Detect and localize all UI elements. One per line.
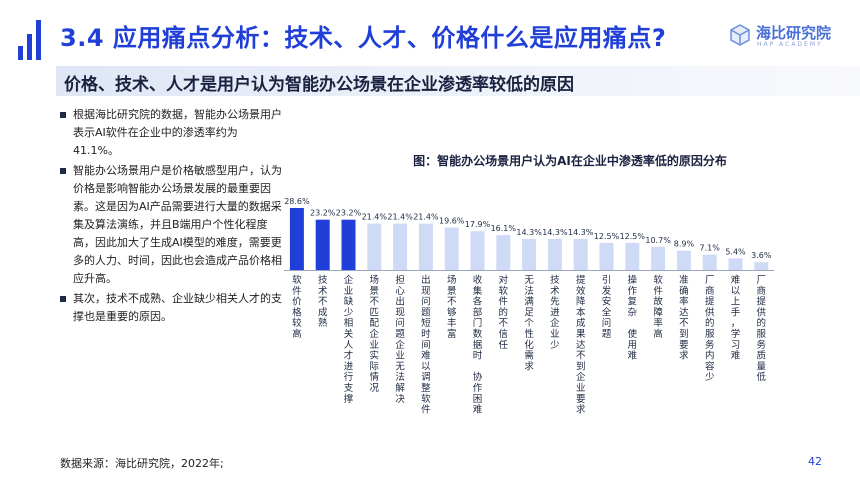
bullet-list: 根据海比研究院的数据，智能办公场景用户表示AI软件在企业中的渗透率约为41.1%… (60, 106, 282, 328)
category-label: 出现问题短时间难以调整软件 (421, 274, 431, 416)
bullet-item: 智能办公场景用户是价格敏感型用户，认为价格是影响智能办公场景发展的最重要因素。这… (60, 162, 282, 288)
bar (315, 219, 330, 270)
bullet-item: 其次，技术不成熟、企业缺少相关人才的支撑也是重要的原因。 (60, 290, 282, 326)
bar (728, 258, 743, 270)
bar (547, 239, 562, 270)
page-number: 42 (808, 455, 822, 468)
subtitle-banner: 价格、技术、人才是用户认为智能办公场景在企业渗透率较低的原因 (56, 66, 860, 96)
bar-chart: 28.6% 软件价格较高 23.2% 技术不成熟 23.2% 企业缺少相关人才进行支撑 21… (284, 197, 775, 416)
bar-value-label: 23.2% (310, 209, 336, 218)
bar-value-label: 16.1% (491, 224, 517, 233)
category-label: 准确率达不到要求 (679, 275, 689, 362)
bullet-square-icon (60, 112, 66, 118)
bar-value-label: 21.4% (362, 213, 388, 222)
bar-value-label: 7.1% (700, 244, 721, 253)
bar-value-label: 12.5% (594, 232, 620, 241)
page-title: 3.4 应用痛点分析：技术、人才、价格什么是应用痛点? (60, 24, 667, 52)
bullet-text: 其次，技术不成熟、企业缺少相关人才的支撑也是重要的原因。 (73, 292, 282, 323)
category-label: 技术先进企业少 (550, 274, 560, 351)
bar-value-label: 19.6% (439, 217, 465, 226)
bar (522, 239, 537, 270)
bar-value-label: 5.4% (725, 247, 746, 256)
category-label: 场景不匹配企业实际情况 (370, 275, 380, 394)
bullet-square-icon (60, 168, 66, 174)
page-subtitle: 价格、技术、人才是用户认为智能办公场景在企业渗透率较低的原因 (64, 75, 574, 95)
bar (754, 262, 769, 270)
category-label: 技术不成熟 (318, 274, 328, 329)
bar-value-label: 23.2% (336, 209, 362, 218)
bar-value-label: 17.9% (465, 220, 491, 229)
bar-value-label: 14.3% (516, 228, 542, 237)
bar (496, 235, 511, 270)
category-label: 操作复杂 使用难 (628, 274, 638, 362)
bar (573, 239, 588, 270)
bar (393, 223, 408, 270)
category-label: 对软件的不信任 (499, 274, 509, 351)
bar-value-label: 3.6% (751, 251, 772, 260)
bar (341, 219, 356, 270)
bar (418, 223, 433, 270)
category-label: 场景不够丰富 (447, 275, 457, 340)
bar (651, 246, 666, 270)
bar-value-label: 12.5% (620, 232, 646, 241)
bar (444, 227, 459, 270)
hexagon-cube-icon (730, 24, 750, 46)
data-source-note: 数据来源：海比研究院，2022年; (60, 457, 224, 470)
category-label: 企业缺少相关人才进行支撑 (344, 274, 354, 405)
logo-name: 海比研究院 (756, 24, 832, 42)
chart-title: 图：智能办公场景用户认为AI在企业中渗透率低的原因分布 (413, 154, 727, 168)
category-label: 厂商提供的服务质量低 (757, 275, 767, 383)
category-label: 软件故障率高 (653, 274, 663, 340)
category-label: 难以上手，学习难 (731, 275, 741, 362)
category-label: 无法满足个性化需求 (524, 275, 534, 372)
bar-value-label: 21.4% (413, 213, 439, 222)
bar-value-label: 28.6% (284, 197, 310, 206)
category-label: 担心出现问题企业无法解决 (395, 274, 405, 405)
bullet-square-icon (60, 296, 66, 302)
bar-value-label: 14.3% (568, 228, 594, 237)
category-label: 厂商提供的服务内容少 (705, 275, 715, 383)
bar (470, 231, 485, 270)
bar-value-label: 8.9% (674, 240, 695, 249)
bullet-item: 根据海比研究院的数据，智能办公场景用户表示AI软件在企业中的渗透率约为41.1%… (60, 106, 282, 160)
bar (702, 254, 717, 270)
logo-subtext: HAP ACADEMY (757, 41, 823, 48)
bar (367, 223, 382, 270)
category-label: 软件价格较高 (292, 274, 302, 340)
bullet-text: 智能办公场景用户是价格敏感型用户，认为价格是影响智能办公场景发展的最重要因素。这… (73, 164, 282, 285)
category-label: 引发安全问题 (602, 275, 612, 340)
bar (625, 242, 640, 270)
bar (289, 208, 304, 270)
bar-value-label: 14.3% (542, 228, 568, 237)
category-label: 收集各部门数据时 协作困难 (473, 274, 483, 416)
title-accent-bars (18, 20, 48, 60)
bullet-text: 根据海比研究院的数据，智能办公场景用户表示AI软件在企业中的渗透率约为41.1%… (73, 108, 282, 157)
bar (599, 242, 614, 270)
category-label: 提效降本成果达不到企业要求 (576, 274, 586, 416)
bar-value-label: 10.7% (645, 236, 671, 245)
bar (676, 250, 691, 270)
bar-value-label: 21.4% (387, 213, 413, 222)
